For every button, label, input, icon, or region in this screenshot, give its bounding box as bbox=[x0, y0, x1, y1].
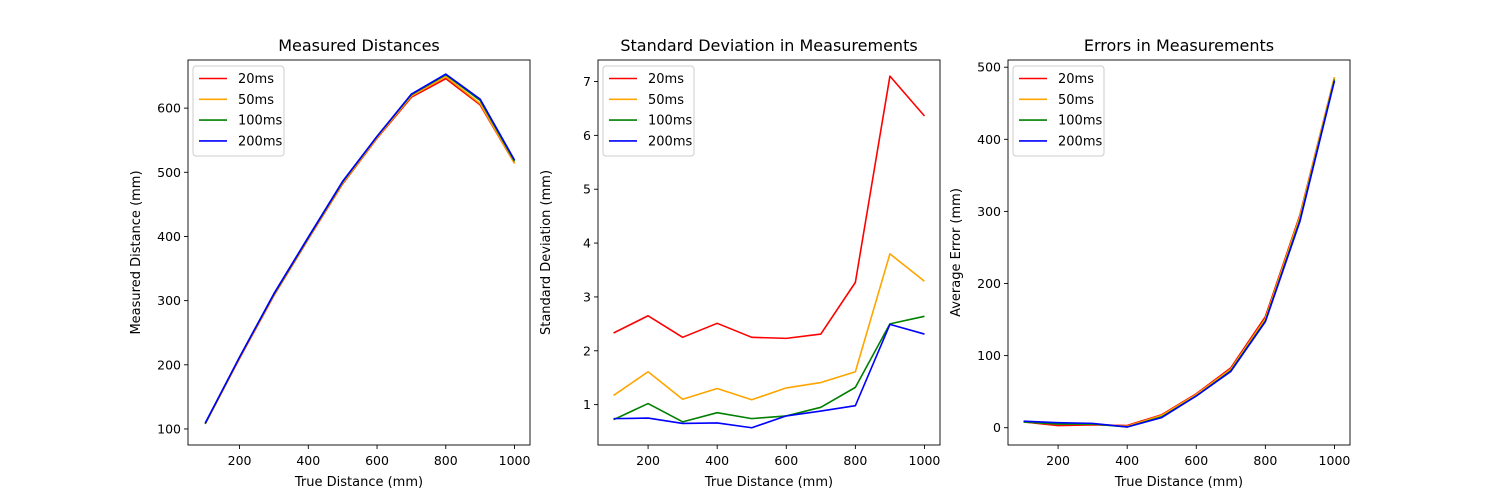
axes-frame bbox=[1007, 59, 1351, 446]
y-tick-label: 400 bbox=[157, 229, 181, 244]
y-axis-label: Standard Deviation (mm) bbox=[539, 170, 554, 335]
x-tick-label: 400 bbox=[705, 453, 729, 468]
y-axis-label: Measured Distance (mm) bbox=[129, 170, 144, 334]
series-group bbox=[1023, 77, 1336, 428]
x-tick-label: 200 bbox=[228, 453, 252, 468]
y-tick-label: 6 bbox=[583, 128, 591, 143]
y-tick-label: 200 bbox=[977, 276, 1001, 291]
x-axis-label: True Distance (mm) bbox=[704, 475, 833, 490]
series-line-100ms bbox=[613, 315, 925, 423]
legend-label-200ms: 200ms bbox=[1058, 134, 1102, 149]
series-line-200ms bbox=[613, 323, 925, 429]
y-tick-label: 600 bbox=[157, 101, 181, 116]
x-axis-label: True Distance (mm) bbox=[1114, 475, 1243, 490]
legend-box bbox=[192, 65, 285, 157]
y-axis-label: Average Error (mm) bbox=[949, 188, 964, 317]
chart-title: Measured Distances bbox=[278, 36, 440, 55]
chart-panel-1: 200 400 600 800 1000 100 200 300 400 500 600 Measur… bbox=[129, 36, 530, 490]
legend-box bbox=[602, 65, 695, 157]
y-tick-label: 400 bbox=[977, 132, 1001, 147]
series-line-200ms bbox=[1023, 80, 1336, 428]
chart-panel-2: 200 400 600 800 1000 1 2 3 4 5 6 7 Standard Deviatio… bbox=[539, 36, 941, 490]
x-tick-label: 600 bbox=[774, 453, 798, 468]
chart-title: Errors in Measurements bbox=[1084, 36, 1274, 55]
legend: 20ms 50ms 100ms 200ms bbox=[192, 65, 285, 157]
legend-label-100ms: 100ms bbox=[1058, 114, 1102, 129]
x-tick-label: 800 bbox=[843, 453, 867, 468]
x-tick-label: 1000 bbox=[909, 453, 941, 468]
y-tick-label: 100 bbox=[157, 421, 181, 436]
legend-label-100ms: 100ms bbox=[238, 114, 282, 129]
legend-label-50ms: 50ms bbox=[648, 93, 684, 108]
legend-label-50ms: 50ms bbox=[1058, 93, 1094, 108]
y-tick-label: 7 bbox=[583, 74, 591, 89]
legend-label-200ms: 200ms bbox=[238, 134, 282, 149]
axes-frame bbox=[187, 59, 531, 446]
x-tick-label: 800 bbox=[1253, 453, 1277, 468]
x-tick-label: 600 bbox=[365, 453, 389, 468]
series-group bbox=[613, 75, 926, 429]
y-tick-label: 4 bbox=[583, 236, 591, 251]
legend-label-200ms: 200ms bbox=[648, 134, 692, 149]
y-tick-label: 300 bbox=[977, 204, 1001, 219]
y-tick-label: 3 bbox=[583, 289, 591, 304]
series-line-20ms bbox=[613, 75, 926, 340]
chart-title: Standard Deviation in Measurements bbox=[620, 36, 917, 55]
x-tick-label: 400 bbox=[296, 453, 320, 468]
series-line-200ms bbox=[204, 73, 516, 424]
legend-label-50ms: 50ms bbox=[238, 93, 274, 108]
y-tick-label: 1 bbox=[583, 397, 591, 412]
x-tick-label: 200 bbox=[1046, 453, 1070, 468]
chart-panel-3: 200 400 600 800 1000 0 100 200 300 400 500 Errors i… bbox=[949, 36, 1351, 490]
x-tick-label: 800 bbox=[434, 453, 458, 468]
x-tick-label: 1000 bbox=[1319, 453, 1351, 468]
y-tick-label: 100 bbox=[977, 348, 1001, 363]
x-tick-label: 200 bbox=[636, 453, 660, 468]
y-tick-label: 2 bbox=[583, 343, 591, 358]
y-tick-label: 500 bbox=[157, 165, 181, 180]
legend-label-20ms: 20ms bbox=[1058, 72, 1094, 87]
x-tick-label: 400 bbox=[1115, 453, 1139, 468]
y-tick-label: 0 bbox=[993, 420, 1001, 435]
legend-label-20ms: 20ms bbox=[238, 72, 274, 87]
y-tick-label: 300 bbox=[157, 293, 181, 308]
series-group bbox=[204, 73, 516, 425]
legend-label-100ms: 100ms bbox=[648, 114, 692, 129]
x-tick-label: 600 bbox=[1184, 453, 1208, 468]
legend-label-20ms: 20ms bbox=[648, 72, 684, 87]
x-tick-label: 1000 bbox=[499, 453, 531, 468]
y-tick-label: 500 bbox=[977, 60, 1001, 75]
legend: 20ms 50ms 100ms 200ms bbox=[602, 65, 695, 157]
axes-frame bbox=[597, 59, 941, 446]
legend-box bbox=[1012, 65, 1105, 157]
legend: 20ms 50ms 100ms 200ms bbox=[1012, 65, 1105, 157]
series-line-50ms bbox=[613, 253, 925, 401]
y-tick-label: 5 bbox=[583, 182, 591, 197]
y-tick-label: 200 bbox=[157, 357, 181, 372]
x-axis-label: True Distance (mm) bbox=[294, 475, 423, 490]
